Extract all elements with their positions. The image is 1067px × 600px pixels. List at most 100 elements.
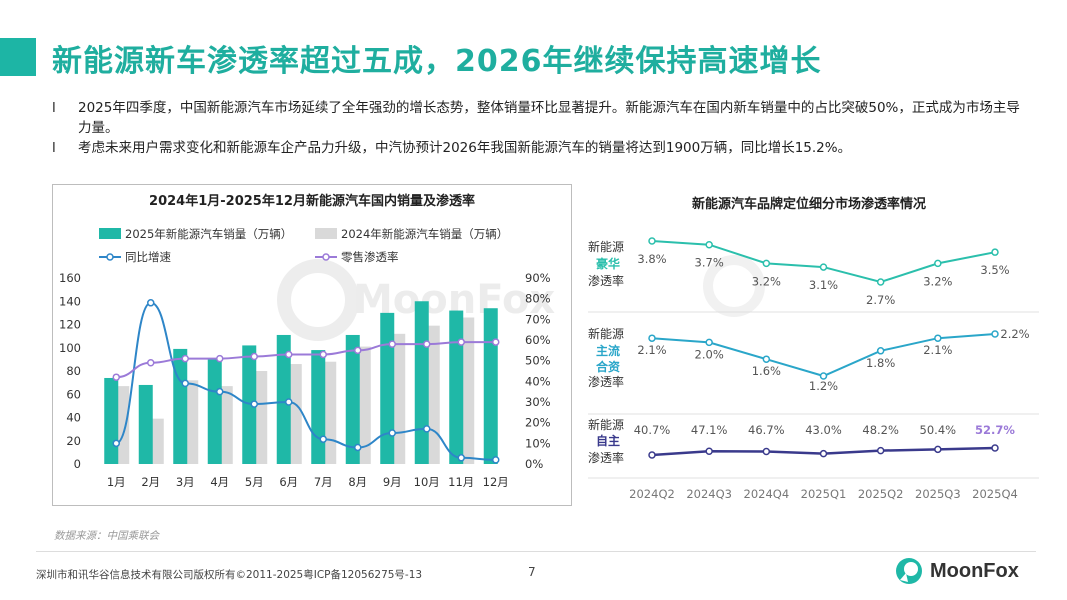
point-2 (876, 446, 885, 455)
bar-2025 (311, 350, 326, 464)
point-penetration (285, 350, 293, 359)
point-2 (991, 444, 999, 452)
point-yoy (250, 400, 258, 408)
point-2 (934, 445, 942, 454)
x-tick-label: 2024Q2 (629, 487, 675, 501)
data-label: 2.0% (695, 347, 724, 361)
point-penetration (319, 350, 327, 359)
copyright-text: 深圳市和讯华谷信息技术有限公司版权所有©2011-2025粤ICP备120562… (36, 569, 423, 581)
x-tick-label: 2025Q3 (915, 487, 961, 501)
bar-2025 (242, 345, 257, 464)
x-tick-label: 3月 (176, 475, 195, 489)
point-penetration (250, 352, 258, 361)
x-tick-label: 2025Q2 (858, 487, 904, 501)
data-label: 2.2% (1000, 327, 1029, 341)
line-series (112, 299, 500, 464)
x-tick-label: 4月 (210, 475, 229, 489)
bar-2025 (345, 334, 360, 464)
point-yoy (112, 439, 120, 448)
point-yoy (457, 454, 465, 462)
legend-swatch-2024 (315, 228, 337, 239)
point-yoy (216, 387, 224, 396)
point-0 (934, 259, 942, 268)
x-tick-label: 9月 (383, 475, 402, 489)
bullet-item: l 2025年四季度，中国新能源汽车市场延续了全年强劲的增长态势，整体销量环比显… (52, 98, 1032, 138)
x-tick-label: 2024Q3 (686, 487, 732, 501)
point-yoy (423, 425, 431, 433)
data-label: 1.6% (752, 364, 781, 378)
point-penetration (181, 354, 189, 363)
legend-marker-yoy (106, 253, 114, 261)
point-2 (819, 449, 828, 458)
legend-swatch-2025 (99, 228, 121, 239)
legend-label-penetration: 零售渗透率 (341, 250, 399, 264)
bar-2025 (207, 358, 222, 464)
data-label: 2.1% (923, 343, 952, 357)
point-yoy (388, 429, 396, 437)
chart-title: 2024年1月-2025年12月新能源汽车国内销量及渗透率 (149, 193, 475, 209)
bar-2024 (218, 386, 233, 464)
bar-2024 (184, 380, 199, 464)
point-0 (819, 263, 828, 271)
panel-dividers (588, 311, 1039, 479)
point-0 (991, 248, 999, 256)
moonfox-logo-icon (896, 558, 922, 584)
bullet-text: 2025年四季度，中国新能源汽车市场延续了全年强劲的增长态势，整体销量环比显著提… (78, 100, 1020, 136)
point-yoy (285, 398, 293, 406)
legend-label-2024: 2024年新能源汽车销量（万辆） (341, 227, 508, 241)
point-1 (819, 372, 828, 380)
y2-tick-label: 40% (525, 374, 551, 388)
x-tick-label: 2024Q4 (744, 487, 790, 501)
point-2 (762, 447, 771, 456)
bar-2024 (460, 317, 475, 464)
y-tick-label: 160 (59, 271, 81, 285)
point-1 (762, 355, 771, 363)
brand-penetration-chart: 新能源汽车品牌定位细分市场渗透率情况 新能源豪华渗透率新能源主流合资渗透率新能源… (588, 196, 1039, 501)
point-penetration (423, 340, 431, 348)
series-name: 自主 (596, 433, 620, 448)
point-penetration (216, 354, 224, 363)
point-penetration (457, 338, 465, 346)
bullet-item: l 考虑未来用户需求变化和新能源车企产品力升级，中汽协预计2026年我国新能源汽… (52, 138, 1032, 158)
bar-2025 (414, 301, 429, 464)
x-tick-label: 5月 (245, 475, 264, 489)
data-label: 3.2% (752, 274, 781, 288)
x-tick-label: 12月 (483, 475, 509, 489)
x-tick-label: 7月 (314, 475, 333, 489)
x-tick-label: 2月 (141, 475, 160, 489)
line-series: 3.8% 3.7% 3.2% 3.1% 2.7% 3.2% 3.5% 2.1% 2.0% 1.6%… (634, 237, 1030, 459)
x-tick-label: 2025Q1 (801, 487, 847, 501)
series-name: 主流 (596, 343, 620, 358)
data-label: 40.7% (634, 423, 671, 437)
series-prefix: 新能源 (588, 239, 624, 254)
chart-legend: 2025年新能源汽车销量（万辆） 2024年新能源汽车销量（万辆） 同比增速 零售渗透… (99, 227, 508, 264)
page-number: 7 (528, 565, 536, 579)
x-tick-label: 2025Q4 (972, 487, 1018, 501)
chart-title: 新能源汽车品牌定位细分市场渗透率情况 (692, 196, 926, 212)
series-prefix: 新能源 (588, 417, 624, 432)
legend-label-yoy: 同比增速 (125, 250, 171, 264)
point-2 (705, 447, 713, 456)
y-tick-label: 140 (59, 294, 81, 308)
y-tick-label: 60 (66, 387, 81, 401)
point-1 (991, 330, 999, 338)
y2-tick-label: 60% (525, 333, 551, 347)
y-tick-label: 20 (66, 434, 81, 448)
page-title: 新能源新车渗透率超过五成，2026年继续保持高速增长 (52, 44, 822, 79)
data-label: 2.1% (637, 343, 666, 357)
point-1 (876, 347, 885, 355)
point-yoy (492, 456, 500, 464)
bar-2025 (104, 377, 119, 464)
point-1 (934, 334, 942, 342)
data-label: 3.1% (809, 278, 838, 292)
bullet-marker: l (52, 140, 56, 156)
category-axis: 1月 2月 3月 4月 5月 6月 7月 8月 9月 10月 11月 12月 (107, 475, 509, 489)
y2-tick-label: 90% (525, 271, 551, 285)
data-label: 3.8% (637, 252, 666, 266)
point-0 (876, 278, 885, 286)
data-label: 1.2% (809, 379, 838, 393)
data-label: 46.7% (748, 423, 785, 437)
series-suffix: 渗透率 (588, 374, 624, 389)
series-name: 豪华 (596, 256, 620, 271)
